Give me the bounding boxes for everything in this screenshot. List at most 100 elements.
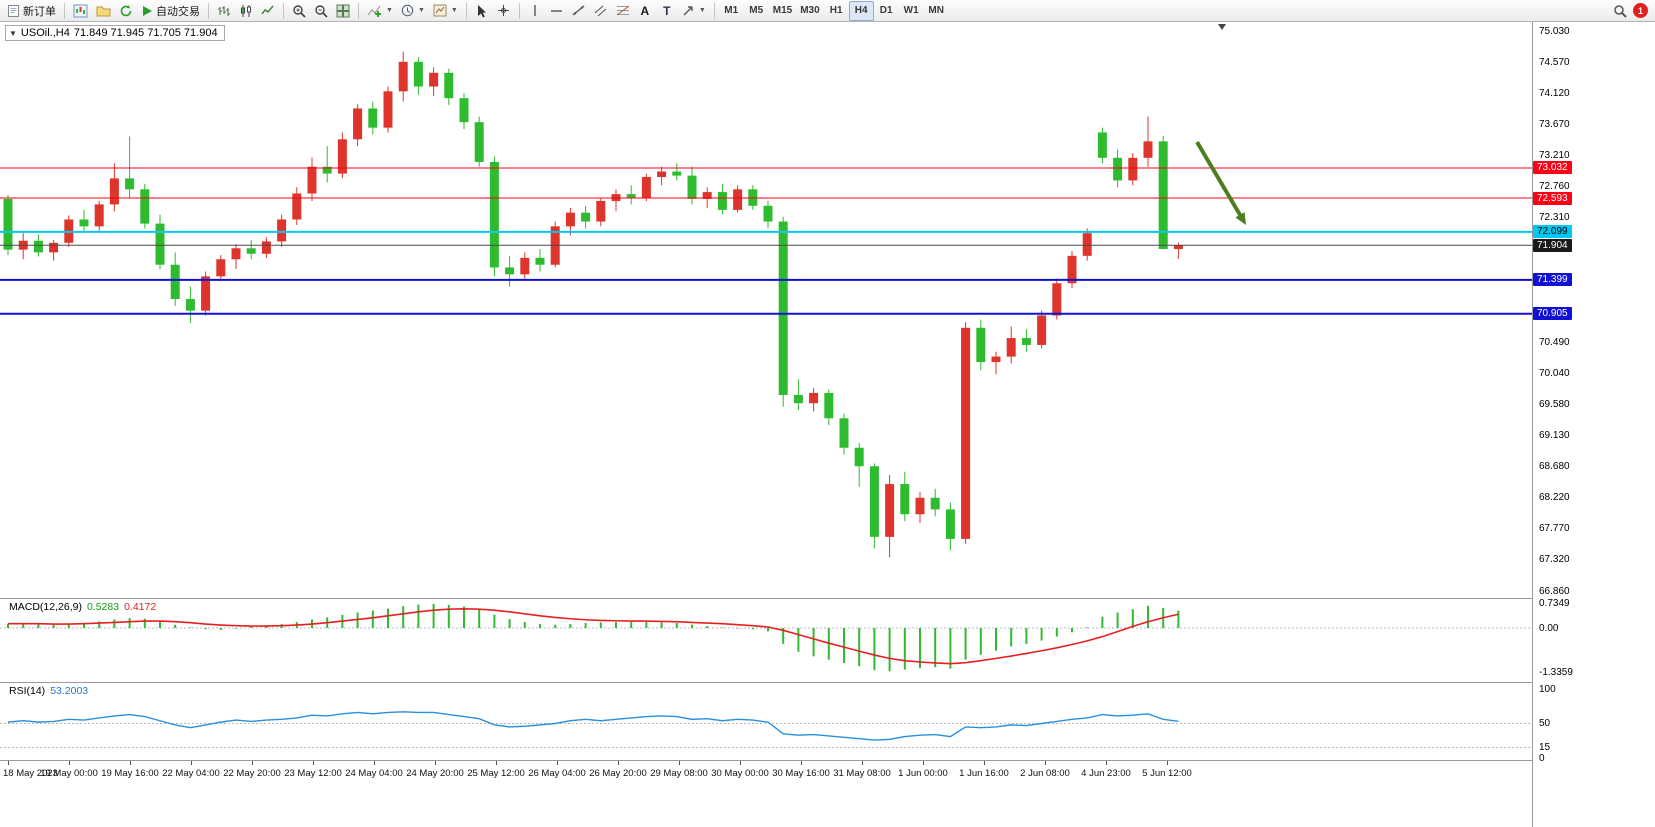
price-line-label: 72.593 [1533,191,1572,205]
notification-badge[interactable]: 1 [1633,3,1648,18]
price-chart-canvas[interactable] [0,22,1532,598]
price-axis[interactable]: 75.030 74.570 74.120 73.670 73.210 72.760 72.3… [1532,22,1655,827]
price-line-label: 71.399 [1533,273,1572,287]
toolbar-separator [208,2,209,19]
channel-icon [594,5,607,17]
chevron-down-icon: ▼ [698,7,706,14]
refresh-button[interactable] [115,1,137,21]
chart-ohlc-values: 71.849 71.945 71.705 71.904 [73,27,218,39]
search-icon [1614,4,1627,18]
vertical-line-icon [534,5,536,16]
timeframe-h4-button[interactable]: H4 [848,0,874,21]
time-tick [435,761,436,765]
scale-label: 72.760 [1539,181,1570,193]
periods-button[interactable]: ▼ [397,1,429,21]
line-chart-button[interactable] [257,1,279,21]
time-label: 2 Jun 08:00 [1020,768,1070,779]
time-tick [679,761,680,765]
scale-label: 67.320 [1539,553,1570,565]
price-line-label: 73.032 [1533,161,1572,175]
timeframe-mn-button[interactable]: MN [924,1,949,21]
time-label: 24 May 20:00 [406,768,464,779]
horizontal-line-button[interactable] [546,1,568,21]
candlestick-series [3,51,1183,558]
scale-label: 0.00 [1539,622,1559,634]
text-tool-icon: A [640,3,650,18]
rsi-panel-divider[interactable] [0,682,1655,683]
timeframe-w1-button[interactable]: W1 [899,1,924,21]
horizontal-price-lines [0,167,1532,315]
time-label: 29 May 08:00 [650,768,708,779]
toolbar-separator [518,2,520,19]
fibonacci-button[interactable] [612,1,634,21]
trendline-button[interactable] [568,1,590,21]
scale-label: 70.040 [1539,367,1570,379]
chart-window-icon [73,4,88,17]
scale-label: 68.220 [1539,492,1570,504]
autotrading-button[interactable]: 自动交易 [137,1,204,21]
zoom-in-icon [293,4,306,18]
price-line-label: 72.099 [1533,225,1572,239]
candlestick-icon [241,4,251,17]
time-tick [8,761,9,765]
scale-label: 74.120 [1539,87,1570,99]
crosshair-button[interactable] [493,1,515,21]
time-tick [191,761,192,765]
tile-windows-icon [336,4,350,17]
timeframe-m5-button[interactable]: M5 [744,1,769,21]
cursor-button[interactable] [471,1,493,21]
cursor-icon [478,4,487,17]
trend-arrow-annotation [1195,140,1246,225]
time-label: 5 Jun 12:00 [1142,768,1192,779]
toolbar-separator [713,2,715,19]
search-button[interactable] [1609,1,1631,21]
label-button[interactable]: T [656,1,678,21]
templates-button[interactable]: ▼ [429,1,462,21]
indicators-button[interactable]: ▼ [363,1,397,21]
zoom-out-button[interactable] [310,1,332,21]
tile-windows-button[interactable] [332,1,354,21]
oneclick-expander-icon[interactable]: ▼ [9,28,17,38]
time-label: 22 May 20:00 [223,768,281,779]
scale-label: 69.580 [1539,399,1570,411]
time-label: 4 Jun 23:00 [1081,768,1131,779]
time-label: 19 May 16:00 [101,768,159,779]
charts-button[interactable] [69,1,92,21]
label-tool-icon: T [663,3,671,18]
timeframe-m30-button[interactable]: M30 [796,1,823,21]
arrow-shape-icon [683,6,693,16]
zoom-in-button[interactable] [288,1,310,21]
macd-name: MACD(12,26,9) [9,601,82,613]
time-tick [1045,761,1046,765]
vertical-line-button[interactable] [524,1,546,21]
timeframe-h1-button[interactable]: H1 [824,1,849,21]
timeframe-m15-button[interactable]: M15 [769,1,796,21]
time-label: 22 May 04:00 [162,768,220,779]
time-axis[interactable]: 18 May 2023 19 May 00:00 19 May 16:00 22 Ma… [0,760,1532,827]
chart-title-box: ▼ USOil.,H4 71.849 71.945 71.705 71.904 [5,25,225,41]
time-label: 1 Jun 00:00 [898,768,948,779]
bar-chart-button[interactable] [213,1,235,21]
scale-label: 70.490 [1539,336,1570,348]
macd-panel-divider[interactable] [0,598,1655,599]
time-label: 26 May 04:00 [528,768,586,779]
channel-button[interactable] [590,1,612,21]
time-label: 23 May 12:00 [284,768,342,779]
text-button[interactable]: A [634,1,656,21]
timeframe-d1-button[interactable]: D1 [874,1,899,21]
shapes-button[interactable]: ▼ [678,1,710,21]
candlestick-chart-button[interactable] [235,1,257,21]
macd-panel-canvas[interactable] [0,599,1532,682]
line-chart-icon [261,5,274,14]
timeframe-m1-button[interactable]: M1 [719,1,744,21]
price-line-label: 71.904 [1533,238,1572,252]
time-tick [69,761,70,765]
chevron-down-icon: ▼ [386,7,393,14]
macd-main-value: 0.5283 [86,601,120,613]
new-order-button[interactable]: 新订单 [3,1,60,21]
time-tick [1106,761,1107,765]
profiles-button[interactable] [92,1,115,21]
scale-label: 50 [1539,718,1551,729]
rsi-panel-canvas[interactable] [0,683,1532,760]
scale-label: 15 [1539,742,1551,754]
